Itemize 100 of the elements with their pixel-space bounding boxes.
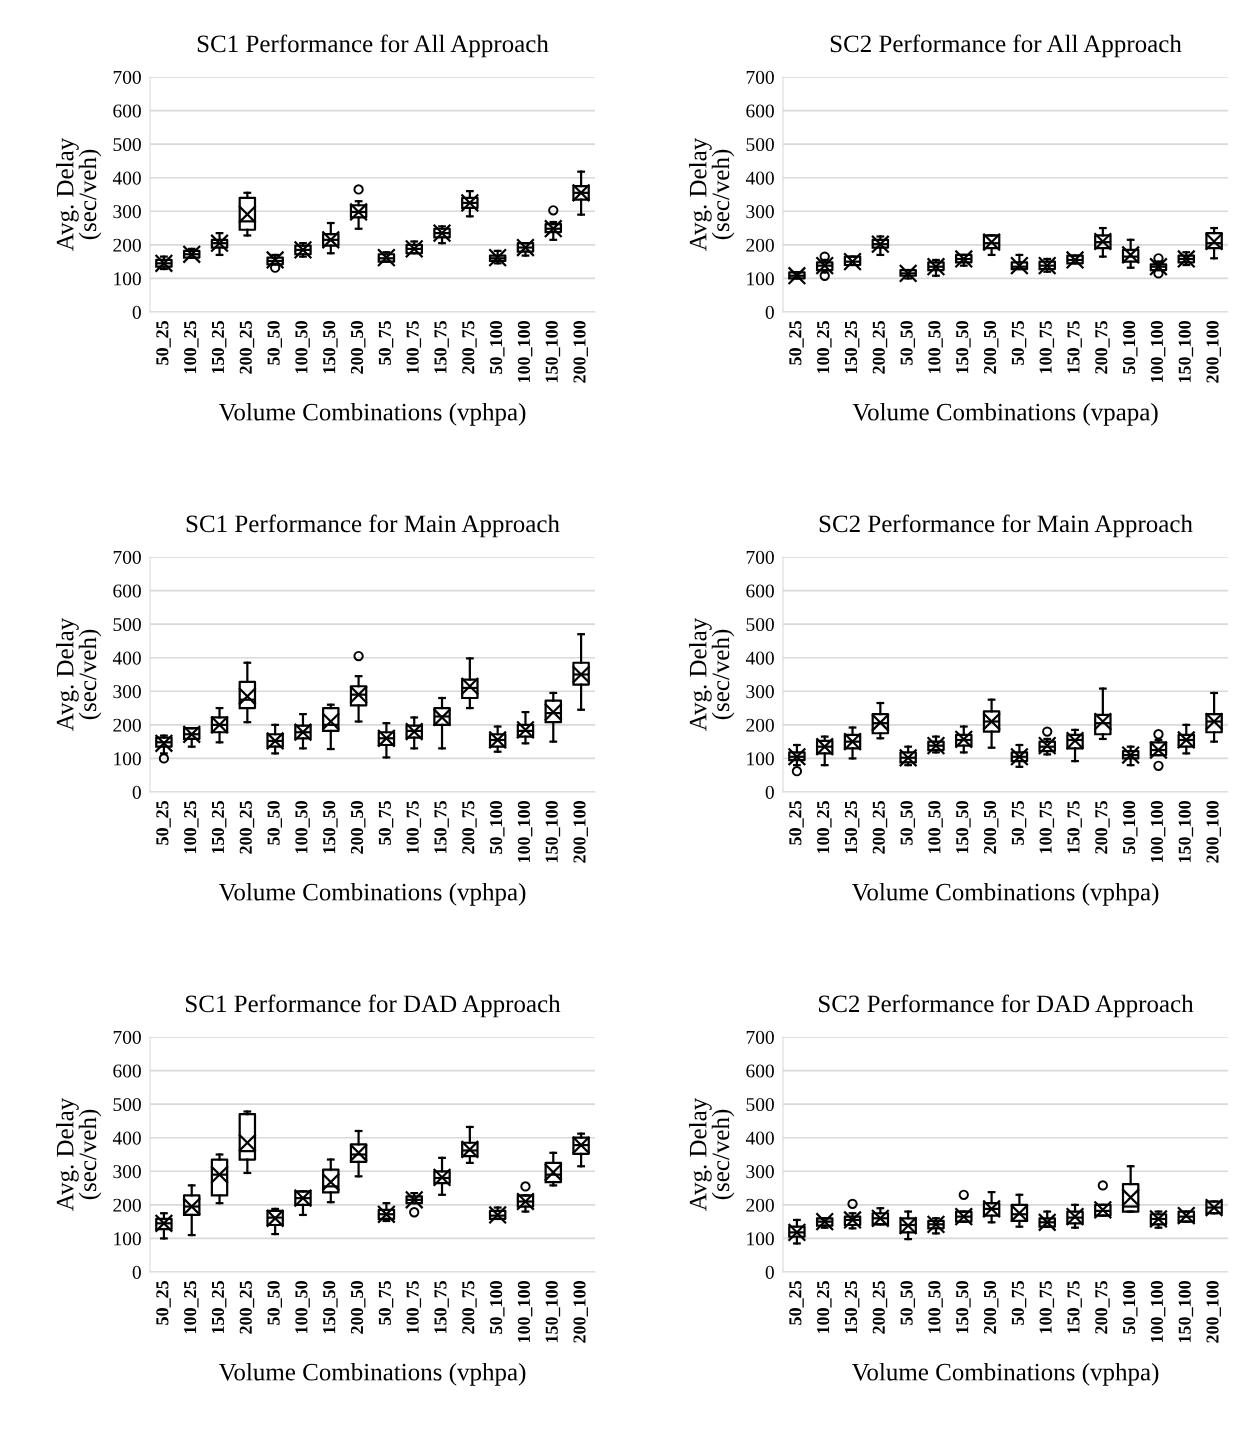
x-tick-label: 150_100 bbox=[545, 1281, 561, 1343]
x-tick-label: 150_25 bbox=[844, 1280, 860, 1334]
x-tick-label: 50_75 bbox=[1011, 320, 1027, 365]
x-axis-title: Volume Combinations (vphpa) bbox=[218, 402, 526, 426]
x-tick-label: 100_75 bbox=[1039, 320, 1055, 374]
x-tick-label: 100_50 bbox=[928, 321, 943, 374]
x-tick-label: 200_50 bbox=[983, 321, 999, 374]
x-axis-title: Volume Combinations (vpapa) bbox=[852, 402, 1158, 426]
y-tick-label: 400 bbox=[745, 651, 774, 665]
x-tick-label: 200_25 bbox=[239, 320, 255, 374]
x-tick-label: 100_25 bbox=[184, 800, 199, 854]
x-tick-label: 100_25 bbox=[817, 1280, 832, 1334]
y-tick-label: 200 bbox=[113, 1198, 141, 1212]
x-axis-title: Volume Combinations (vphpa) bbox=[851, 1362, 1159, 1386]
x-tick-label: 100_75 bbox=[406, 1280, 422, 1334]
x-tick-label: 150_100 bbox=[1178, 321, 1194, 383]
x-tick-label: 100_100 bbox=[1150, 321, 1166, 383]
y-tick-label: 300 bbox=[113, 685, 141, 699]
x-tick-label: 150_50 bbox=[323, 1281, 338, 1334]
x-tick-label: 50_50 bbox=[900, 321, 916, 365]
y-tick-label: 200 bbox=[113, 238, 141, 252]
y-tick-label: 400 bbox=[112, 1131, 141, 1145]
x-tick-label: 50_50 bbox=[900, 801, 916, 845]
y-tick-label: 500 bbox=[746, 137, 774, 152]
x-tick-label: 200_25 bbox=[872, 1280, 888, 1334]
x-tick-label: 150_75 bbox=[434, 320, 449, 374]
x-tick-label: 150_75 bbox=[1067, 320, 1082, 374]
x-tick-label: 200_50 bbox=[350, 1281, 366, 1334]
y-tick-label: 500 bbox=[746, 1097, 774, 1112]
y-tick-label: 100 bbox=[747, 272, 774, 286]
x-tick-label: 100_75 bbox=[406, 800, 422, 854]
x-tick-label: 150_100 bbox=[545, 321, 561, 383]
x-tick-label: 50_25 bbox=[156, 320, 171, 365]
y-tick-label: 500 bbox=[113, 1097, 141, 1112]
y-tick-label: 400 bbox=[745, 1131, 774, 1145]
x-tick-label: 50_100 bbox=[1122, 1281, 1138, 1334]
chart-title: SC1 Performance for DAD Approach bbox=[186, 994, 561, 1018]
x-tick-label: 200_100 bbox=[573, 1281, 588, 1343]
x-tick-label: 50_100 bbox=[1122, 321, 1138, 374]
x-tick-label: 200_75 bbox=[462, 320, 477, 374]
y-tick-label: 200 bbox=[746, 1198, 774, 1212]
x-tick-label: 100_25 bbox=[817, 800, 832, 854]
x-tick-label: 150_100 bbox=[545, 801, 561, 863]
y-axis-title: Avg. Delay (sec/veh) bbox=[688, 137, 735, 251]
chart-title: SC1 Performance for All Approach bbox=[197, 34, 549, 58]
y-tick-label: 700 bbox=[746, 1030, 774, 1044]
x-tick-label: 150_50 bbox=[323, 321, 338, 374]
y-tick-label: 300 bbox=[113, 205, 141, 219]
x-tick-label: 150_50 bbox=[323, 801, 338, 854]
chart-title: SC2 Performance for DAD Approach bbox=[819, 994, 1194, 1018]
y-axis-title: Avg. Delay (sec/veh) bbox=[55, 617, 102, 731]
x-tick-label: 150_25 bbox=[211, 320, 227, 374]
x-tick-label: 200_100 bbox=[1206, 321, 1221, 383]
chart-title: SC2 Performance for All Approach bbox=[830, 34, 1182, 58]
x-tick-label: 150_75 bbox=[434, 800, 449, 854]
x-tick-label: 200_100 bbox=[1206, 801, 1221, 863]
y-tick-label: 700 bbox=[746, 550, 774, 564]
x-tick-label: 150_75 bbox=[1067, 1280, 1082, 1334]
x-tick-label: 50_100 bbox=[489, 1281, 505, 1334]
x-tick-label: 200_100 bbox=[573, 801, 588, 863]
x-tick-label: 50_75 bbox=[378, 1280, 394, 1325]
y-tick-label: 0 bbox=[132, 1265, 141, 1279]
x-tick-label: 200_50 bbox=[983, 801, 999, 854]
x-tick-label: 100_25 bbox=[184, 320, 199, 374]
x-tick-label: 200_50 bbox=[983, 1281, 999, 1334]
y-tick-label: 600 bbox=[113, 104, 141, 118]
x-tick-label: 50_75 bbox=[1011, 800, 1027, 845]
y-tick-label: 100 bbox=[114, 752, 141, 766]
x-tick-label: 100_75 bbox=[1039, 1280, 1055, 1334]
x-axis-title: Volume Combinations (vphpa) bbox=[218, 1362, 526, 1386]
x-tick-label: 200_25 bbox=[239, 1280, 255, 1334]
x-tick-label: 100_100 bbox=[517, 1281, 533, 1343]
y-tick-label: 300 bbox=[746, 1165, 774, 1179]
x-tick-label: 50_75 bbox=[1011, 1280, 1027, 1325]
x-tick-label: 50_25 bbox=[789, 1280, 804, 1325]
x-tick-label: 100_75 bbox=[406, 320, 422, 374]
y-axis-title: Avg. Delay (sec/veh) bbox=[688, 1097, 735, 1211]
x-tick-label: 100_50 bbox=[928, 1281, 943, 1334]
y-tick-label: 700 bbox=[113, 550, 141, 564]
x-axis-title: Volume Combinations (vphpa) bbox=[218, 882, 526, 906]
y-tick-label: 200 bbox=[113, 718, 141, 732]
y-tick-label: 200 bbox=[746, 238, 774, 252]
chart-title: SC1 Performance for Main Approach bbox=[186, 514, 560, 538]
x-tick-label: 50_25 bbox=[789, 320, 804, 365]
y-tick-label: 0 bbox=[765, 785, 774, 799]
x-tick-label: 100_100 bbox=[1150, 1281, 1166, 1343]
y-tick-label: 700 bbox=[113, 1030, 141, 1044]
x-tick-label: 100_100 bbox=[1150, 801, 1166, 863]
x-tick-label: 100_25 bbox=[184, 1280, 199, 1334]
x-tick-label: 200_100 bbox=[1206, 1281, 1221, 1343]
y-tick-label: 600 bbox=[113, 1064, 141, 1078]
y-tick-label: 100 bbox=[114, 272, 141, 286]
y-tick-label: 700 bbox=[113, 70, 141, 84]
x-tick-label: 200_50 bbox=[350, 321, 366, 374]
x-tick-label: 50_50 bbox=[900, 1281, 916, 1325]
y-tick-label: 500 bbox=[113, 617, 141, 632]
x-tick-label: 100_100 bbox=[517, 801, 533, 863]
x-tick-label: 150_75 bbox=[1067, 800, 1082, 854]
y-tick-label: 600 bbox=[746, 104, 774, 118]
x-tick-label: 50_75 bbox=[378, 800, 394, 845]
